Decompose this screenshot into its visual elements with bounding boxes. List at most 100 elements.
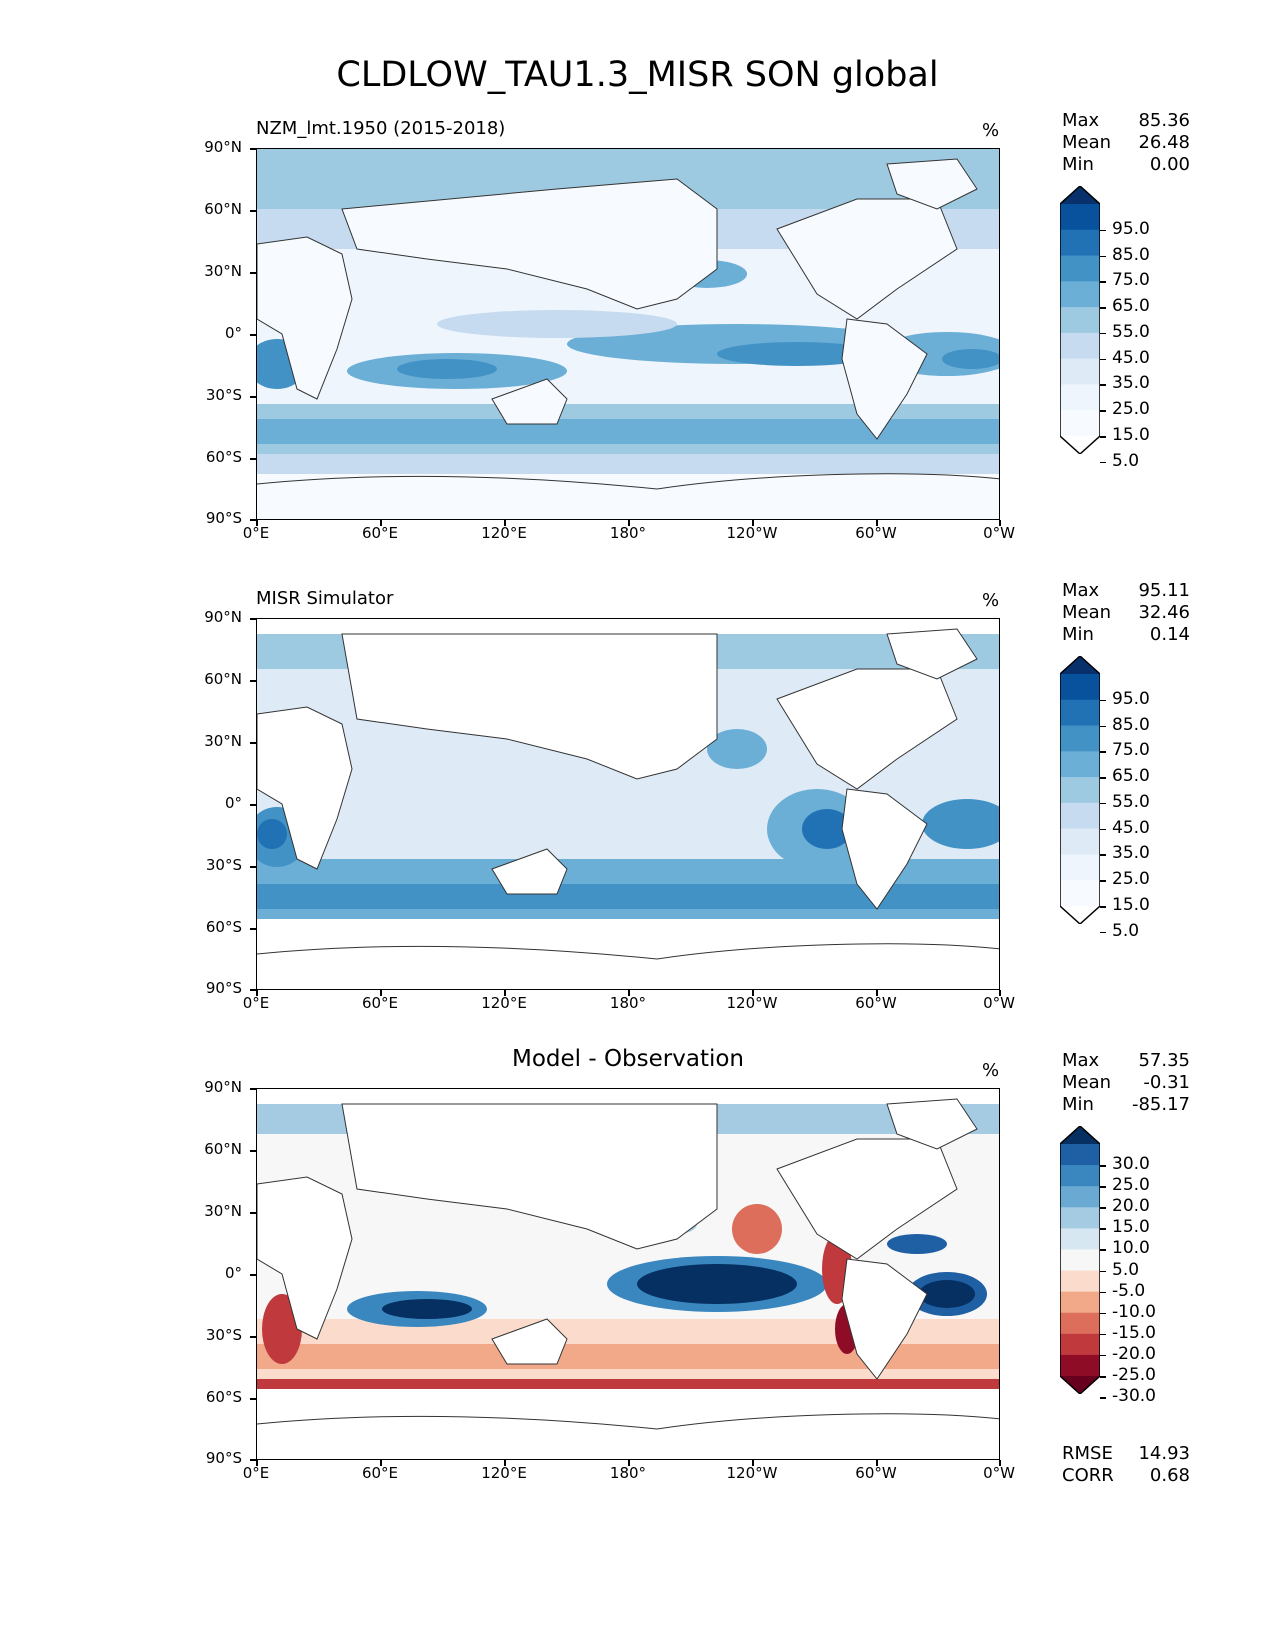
y-tick-label: 90°S (205, 979, 242, 997)
colorbar-segment (1060, 1333, 1100, 1356)
stat-max: 85.36 (1138, 110, 1190, 131)
x-tick-label: 60°W (855, 524, 897, 542)
map-model (256, 148, 1000, 520)
colorbar-tick (1100, 1165, 1106, 1167)
colorbar-segment (1060, 255, 1100, 282)
colorbar (1060, 1126, 1100, 1394)
colorbar-segment (1060, 699, 1100, 727)
y-tick-label: 30°N (204, 1202, 242, 1220)
colorbar-label: 25.0 (1112, 399, 1150, 420)
colorbar-segment (1060, 725, 1100, 752)
colorbar-tick (1100, 1376, 1106, 1378)
colorbar-tick (1100, 802, 1106, 805)
stat-label: Max (1062, 580, 1100, 601)
colorbar-label: 10.0 (1112, 1238, 1150, 1259)
stat-label: Mean (1062, 1072, 1112, 1093)
rmse-label: RMSE (1062, 1443, 1113, 1464)
x-tick-label: 0°E (242, 994, 270, 1012)
y-tick-label: 60°S (205, 1388, 242, 1406)
x-tick-label: 0°W (983, 524, 1015, 542)
colorbar-tick (1100, 828, 1106, 831)
colorbar-tick (1100, 777, 1106, 779)
colorbar-segment (1060, 1144, 1100, 1166)
stat-min: 0.00 (1149, 154, 1190, 175)
colorbar-extend-top (1060, 186, 1100, 204)
colorbar-tick (1100, 699, 1106, 702)
colorbar-label: 55.0 (1112, 321, 1150, 342)
colorbar-tick (1100, 358, 1106, 361)
colorbar-segment (1060, 1291, 1100, 1314)
x-tick-label: 60°E (361, 1464, 399, 1482)
colorbar-segment (1060, 1186, 1100, 1208)
x-tick-label: 120°W (726, 1464, 778, 1482)
colorbar-segment (1060, 1312, 1100, 1335)
colorbar-label: 25.0 (1112, 869, 1150, 890)
stat-label: Mean (1062, 132, 1112, 153)
colorbar-tick (1100, 751, 1106, 753)
colorbar-tick (1100, 1186, 1106, 1188)
colorbar-segment (1060, 332, 1100, 360)
figure-title: CLDLOW_TAU1.3_MISR SON global (336, 55, 939, 95)
y-tick-label: 90°S (205, 1449, 242, 1467)
y-tick-label: 90°N (204, 608, 242, 626)
x-tick-label: 60°W (855, 1464, 897, 1482)
colorbar-tick (1100, 1270, 1106, 1273)
colorbar-tick (1100, 1207, 1106, 1209)
colorbar-tick (1100, 1228, 1106, 1230)
colorbar-label: 95.0 (1112, 688, 1150, 709)
colorbar-tick (1100, 931, 1106, 934)
colorbar-label: -25.0 (1112, 1365, 1156, 1385)
colorbar-extend-bottom (1060, 1376, 1100, 1394)
stat-label: Max (1062, 1050, 1100, 1071)
colorbar-tick (1100, 461, 1106, 464)
y-tick-label: 30°S (205, 856, 242, 874)
panel-diff: Model - Observation % (0, 1046, 1275, 1528)
error-metrics: RMSE 14.93 CORR 0.68 (1062, 1443, 1190, 1487)
colorbar-tick (1100, 410, 1106, 412)
x-tick-label: 180° (609, 524, 647, 542)
colorbar-segment (1060, 1165, 1100, 1187)
colorbar-label: -5.0 (1112, 1280, 1146, 1301)
x-tick-label: 60°E (361, 524, 399, 542)
x-tick-label: 120°W (726, 524, 778, 542)
stats-block: Max 85.36 Mean 26.48 Min 0.00 (1062, 110, 1190, 176)
colorbar-segment (1060, 410, 1100, 437)
colorbar-tick (1100, 436, 1106, 438)
colorbar (1060, 656, 1100, 924)
stat-max: 57.35 (1138, 1050, 1190, 1071)
colorbar-label: 5.0 (1112, 1259, 1140, 1280)
panel-title: MISR Simulator (256, 588, 394, 609)
x-tick-label: 0°W (983, 1464, 1015, 1482)
colorbar-segment (1060, 281, 1100, 308)
colorbar-segment (1060, 1270, 1100, 1293)
colorbar-segment (1060, 880, 1100, 907)
x-tick-label: 0°E (242, 1464, 270, 1482)
stat-mean: 26.48 (1138, 132, 1190, 153)
x-tick-label: 120°E (481, 1464, 527, 1482)
y-tick-label: 60°S (205, 918, 242, 936)
y-tick-label: 60°S (205, 448, 242, 466)
colorbar-tick (1100, 332, 1106, 335)
stat-min: 0.14 (1149, 624, 1190, 645)
stats-block: Max 95.11 Mean 32.46 Min 0.14 (1062, 580, 1190, 646)
y-tick-label: 0° (224, 324, 242, 342)
y-tick-label: 0° (224, 794, 242, 812)
colorbar-tick (1100, 880, 1106, 882)
colorbar-label: 65.0 (1112, 296, 1150, 317)
colorbar-label: 5.0 (1112, 920, 1140, 941)
colorbar-segment (1060, 854, 1100, 881)
colorbar-segment (1060, 1207, 1100, 1229)
colorbar-label: -15.0 (1112, 1322, 1156, 1343)
x-tick-label: 60°E (361, 994, 399, 1012)
colorbar-extend-top (1060, 1126, 1100, 1144)
stats-block: Max 57.35 Mean -0.31 Min -85.17 (1062, 1050, 1190, 1116)
colorbar-label: 75.0 (1112, 740, 1150, 761)
x-tick-label: 120°E (481, 524, 527, 542)
colorbar-label: 65.0 (1112, 766, 1150, 787)
corr-label: CORR (1062, 1465, 1114, 1486)
colorbar-label: 95.0 (1112, 218, 1150, 239)
stat-label: Min (1062, 624, 1094, 645)
colorbar-segment (1060, 1354, 1100, 1377)
y-tick-label: 90°N (204, 1078, 242, 1096)
y-tick-label: 30°S (205, 1326, 242, 1344)
